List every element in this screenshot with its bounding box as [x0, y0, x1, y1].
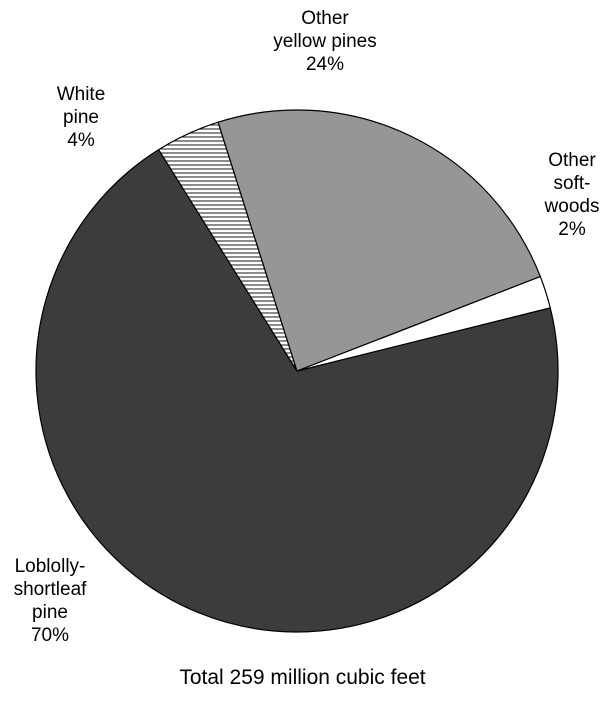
slice-label-white-pine: White pine 4% — [57, 84, 106, 151]
pie-labels: Loblolly-shortleaf pine 70%White pine 4%Othe… — [14, 8, 600, 646]
slice-name-line: shortleaf — [14, 579, 88, 600]
slice-value-label: 2% — [558, 219, 586, 240]
slice-name-line: pine — [32, 602, 68, 623]
slice-value-label: 70% — [31, 625, 69, 646]
pie-slice-loblolly-shortleaf-pine — [35, 149, 559, 633]
pie-slice-other-yellow-pines — [217, 109, 541, 372]
slice-name-line: woods — [544, 196, 600, 217]
slice-name-line: White — [57, 84, 106, 105]
chart-caption: Total 259 million cubic feet — [179, 666, 426, 689]
slice-name-line: Other — [301, 8, 349, 29]
slice-name-line: soft- — [554, 173, 591, 194]
slice-name-line: yellow pines — [273, 31, 377, 52]
slice-value-label: 4% — [67, 130, 95, 151]
pie-slices — [35, 109, 559, 633]
slice-name-line: pine — [63, 107, 99, 128]
slice-label-other-yellow-pines: Other yellow pines 24% — [273, 8, 377, 75]
slice-name-line: Other — [548, 150, 596, 171]
slice-label-other-soft-woods: Other soft-woods 2% — [544, 150, 600, 240]
slice-value-label: 24% — [306, 54, 344, 75]
pie-slice-other-soft-woods — [296, 276, 551, 372]
slice-label-loblolly-shortleaf-pine: Loblolly-shortleaf pine 70% — [14, 556, 88, 646]
slice-name-line: Loblolly- — [15, 556, 86, 577]
